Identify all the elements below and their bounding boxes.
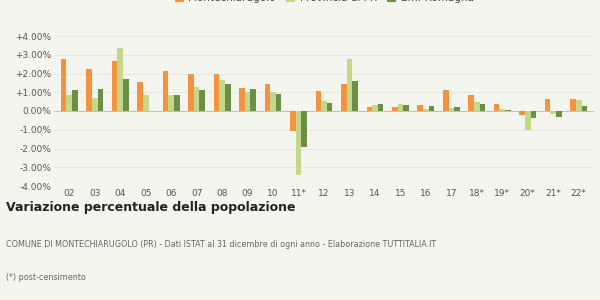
- Bar: [188, 74, 194, 111]
- Bar: [418, 105, 423, 111]
- Bar: [163, 71, 169, 111]
- Bar: [245, 92, 250, 111]
- Bar: [469, 95, 474, 111]
- Bar: [499, 109, 505, 111]
- Bar: [301, 111, 307, 147]
- Bar: [143, 95, 149, 111]
- Bar: [67, 95, 72, 111]
- Bar: [449, 108, 454, 111]
- Bar: [479, 104, 485, 111]
- Bar: [72, 90, 77, 111]
- Text: COMUNE DI MONTECHIARUGOLO (PR) - Dati ISTAT al 31 dicembre di ogni anno - Elabor: COMUNE DI MONTECHIARUGOLO (PR) - Dati IS…: [6, 240, 436, 249]
- Bar: [239, 88, 245, 111]
- Bar: [378, 104, 383, 111]
- Bar: [137, 82, 143, 111]
- Bar: [525, 111, 530, 130]
- Bar: [367, 107, 372, 111]
- Bar: [225, 84, 230, 111]
- Bar: [550, 111, 556, 114]
- Bar: [220, 80, 225, 111]
- Bar: [403, 105, 409, 111]
- Bar: [194, 87, 199, 111]
- Bar: [581, 106, 587, 111]
- Bar: [352, 81, 358, 111]
- Bar: [199, 90, 205, 111]
- Bar: [92, 98, 98, 111]
- Bar: [316, 91, 321, 111]
- Bar: [428, 106, 434, 111]
- Bar: [327, 103, 332, 111]
- Bar: [276, 94, 281, 111]
- Text: Variazione percentuale della popolazione: Variazione percentuale della popolazione: [6, 201, 296, 214]
- Bar: [321, 101, 327, 111]
- Bar: [347, 58, 352, 111]
- Bar: [556, 111, 562, 117]
- Bar: [423, 109, 428, 111]
- Bar: [123, 79, 128, 111]
- Bar: [86, 69, 92, 111]
- Bar: [571, 99, 576, 111]
- Bar: [474, 102, 479, 111]
- Bar: [545, 99, 550, 111]
- Bar: [214, 74, 220, 111]
- Legend: Montechiarugolo, Provincia di PR, Em.-Romagna: Montechiarugolo, Provincia di PR, Em.-Ro…: [170, 0, 478, 7]
- Bar: [169, 95, 174, 111]
- Bar: [174, 95, 179, 111]
- Bar: [341, 84, 347, 111]
- Bar: [520, 111, 525, 115]
- Bar: [296, 111, 301, 175]
- Bar: [270, 92, 276, 111]
- Bar: [265, 84, 270, 111]
- Bar: [398, 103, 403, 111]
- Bar: [576, 100, 581, 111]
- Bar: [61, 59, 67, 111]
- Text: (*) post-censimento: (*) post-censimento: [6, 273, 86, 282]
- Bar: [494, 103, 499, 111]
- Bar: [372, 105, 378, 111]
- Bar: [392, 107, 398, 111]
- Bar: [290, 111, 296, 131]
- Bar: [443, 90, 449, 111]
- Bar: [118, 48, 123, 111]
- Bar: [98, 88, 103, 111]
- Bar: [454, 107, 460, 111]
- Bar: [530, 111, 536, 118]
- Bar: [112, 61, 118, 111]
- Bar: [250, 88, 256, 111]
- Bar: [505, 110, 511, 111]
